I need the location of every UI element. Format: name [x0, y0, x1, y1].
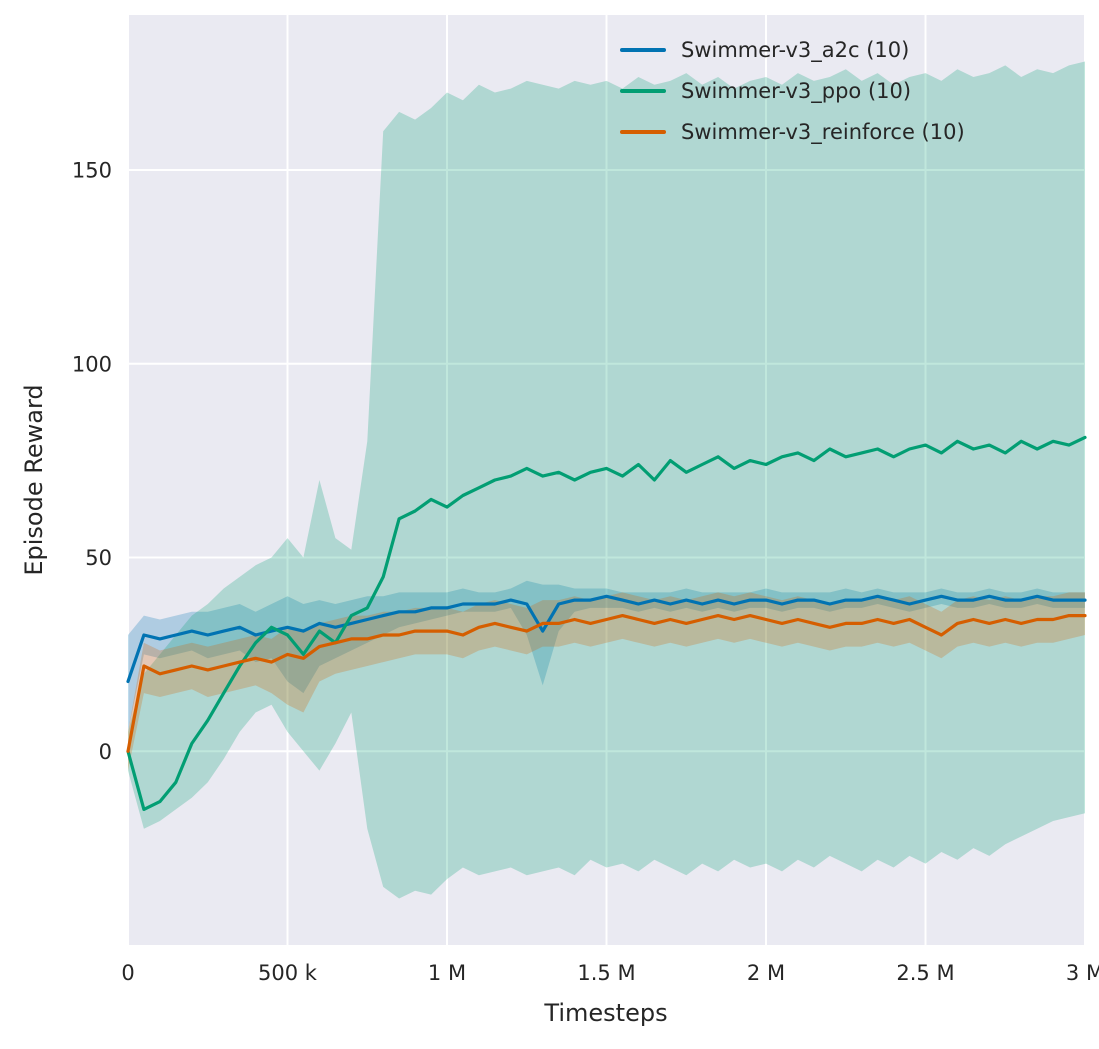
series-line	[126, 435, 1087, 811]
legend-label: Swimmer-v3_a2c (10)	[681, 38, 910, 62]
series-band	[128, 592, 1085, 771]
x-tick-label: 3 M	[1066, 961, 1099, 985]
x-tick-label: 2 M	[747, 961, 785, 985]
legend-item: Swimmer-v3_ppo (10)	[620, 79, 965, 103]
series-band	[128, 61, 1085, 899]
legend-item: Swimmer-v3_a2c (10)	[620, 38, 965, 62]
x-tick-label: 0	[121, 961, 134, 985]
x-tick-label: 500 k	[258, 961, 318, 985]
legend-line-swatch-icon	[620, 48, 666, 52]
x-tick-label: 1 M	[428, 961, 466, 985]
legend-label: Swimmer-v3_ppo (10)	[681, 79, 912, 103]
series-line	[126, 614, 1087, 753]
legend-line-swatch-icon	[620, 130, 666, 134]
legend-label: Swimmer-v3_reinforce (10)	[681, 120, 965, 144]
y-tick-label: 0	[99, 740, 112, 764]
y-axis-label: Episode Reward	[20, 384, 48, 576]
y-tick-label: 100	[72, 352, 112, 376]
legend: Swimmer-v3_a2c (10) Swimmer-v3_ppo (10) Sw…	[620, 38, 965, 144]
legend-item: Swimmer-v3_reinforce (10)	[620, 120, 965, 144]
series-line	[126, 594, 1087, 684]
y-tick-label: 150	[72, 159, 112, 183]
x-tick-label: 2.5 M	[896, 961, 954, 985]
legend-line-swatch-icon	[620, 89, 666, 93]
x-tick-label: 1.5 M	[577, 961, 635, 985]
y-tick-label: 50	[85, 546, 112, 570]
x-axis-label: Timesteps	[544, 999, 668, 1027]
